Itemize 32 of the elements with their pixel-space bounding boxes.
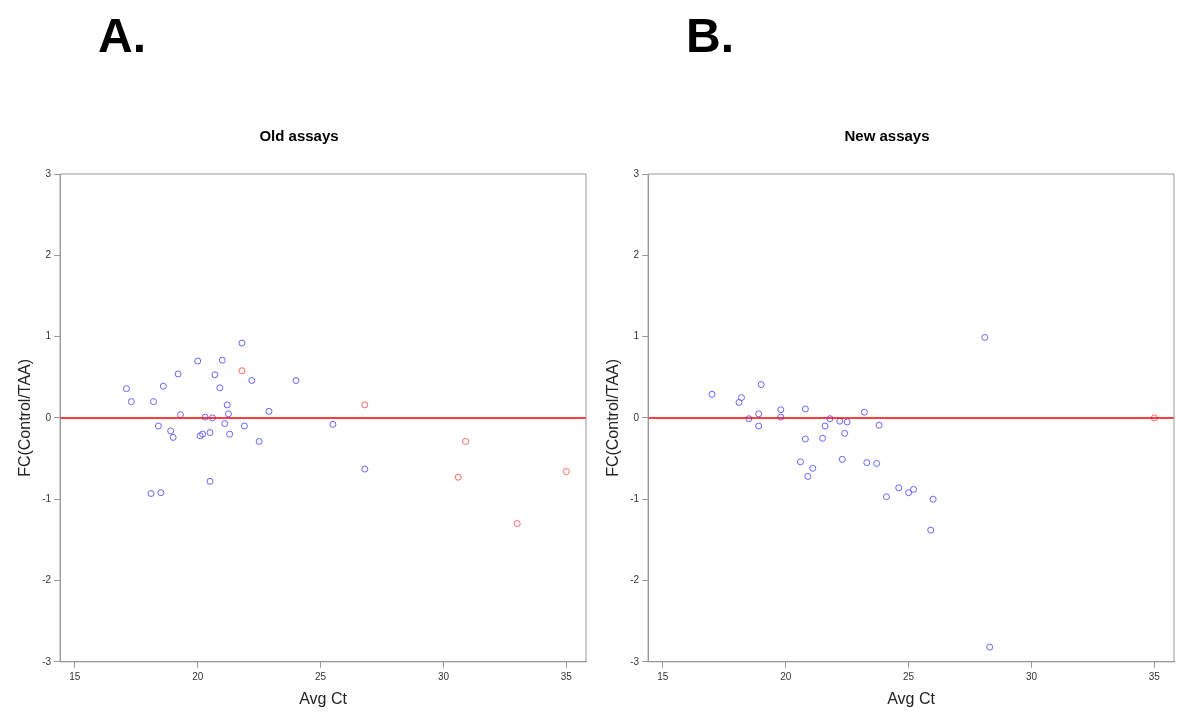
x-tick-label: 15 [657, 670, 669, 682]
y-tick-label: 1 [45, 330, 52, 342]
y-tick-label: -3 [630, 655, 640, 667]
x-tick-label: 25 [903, 670, 915, 682]
y-tick-label: 2 [633, 249, 640, 261]
text: A. [98, 9, 146, 62]
y-tick-label: 3 [633, 167, 640, 179]
y-tick-label: -1 [630, 492, 640, 504]
chart-title: New assays [844, 127, 930, 145]
x-tick-label: 30 [437, 670, 450, 682]
x-tick-label: 20 [780, 670, 792, 682]
y-tick-label: 1 [633, 330, 640, 342]
x-tick-label: 20 [192, 670, 204, 682]
y-tick-label: 3 [45, 167, 52, 179]
text: B. [686, 9, 734, 62]
x-axis-title: Avg Ct [887, 689, 936, 707]
chart-title: Old assays [259, 127, 339, 145]
y-tick-label: -1 [42, 492, 52, 504]
y-tick-label: 2 [45, 249, 52, 261]
x-tick-label: 35 [1148, 670, 1161, 682]
x-tick-label: 25 [315, 670, 327, 682]
y-axis-title: FC(Control/TAA) [16, 358, 34, 477]
y-tick-label: 0 [633, 411, 640, 423]
y-tick-label: -2 [42, 574, 52, 586]
y-tick-label: -3 [42, 655, 52, 667]
x-tick-label: 30 [1025, 670, 1038, 682]
y-tick-label: -2 [630, 574, 640, 586]
x-tick-label: 15 [69, 670, 81, 682]
y-tick-label: 0 [45, 411, 52, 423]
x-axis-title: Avg Ct [299, 689, 348, 707]
y-axis-title: FC(Control/TAA) [604, 358, 622, 477]
x-tick-label: 35 [560, 670, 573, 682]
